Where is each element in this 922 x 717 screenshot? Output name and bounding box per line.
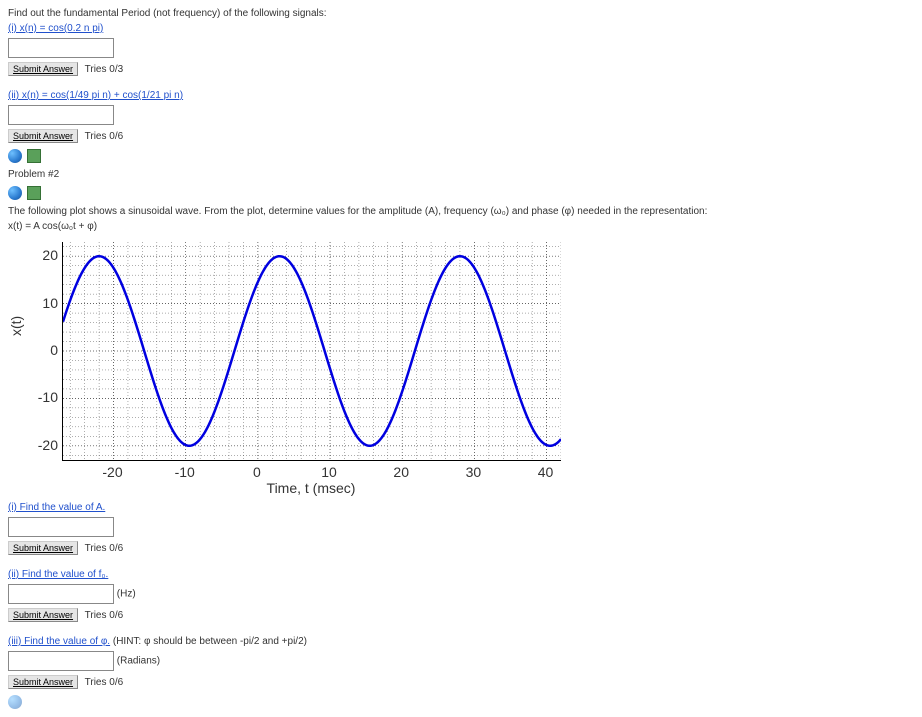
xtick-label: 10 (314, 464, 344, 480)
globe-icon[interactable] (8, 149, 22, 163)
q1-input[interactable] (8, 38, 114, 58)
qF-label[interactable]: (ii) Find the value of f₀. (8, 569, 108, 580)
plot-xlabel: Time, t (msec) (62, 480, 560, 496)
problem2-heading: Problem #2 (8, 169, 914, 180)
xtick-label: -20 (98, 464, 128, 480)
q1-submit-button[interactable]: Submit Answer (8, 62, 78, 76)
qPhi-submit-button[interactable]: Submit Answer (8, 675, 78, 689)
ytick-label: 20 (18, 247, 58, 263)
xtick-label: -10 (170, 464, 200, 480)
qPhi-hint: (HINT: φ should be between -pi/2 and +pi… (113, 636, 307, 647)
qA-submit-button[interactable]: Submit Answer (8, 541, 78, 555)
q2-tries: Tries 0/6 (85, 131, 124, 142)
ytick-label: -10 (18, 389, 58, 405)
xtick-label: 0 (242, 464, 272, 480)
globe-icon-2[interactable] (8, 186, 22, 200)
intro-text: Find out the fundamental Period (not fre… (8, 8, 914, 19)
globe-icon-3[interactable] (8, 695, 22, 709)
xtick-label: 40 (531, 464, 561, 480)
q1-tries: Tries 0/3 (85, 64, 124, 75)
q2-submit-button[interactable]: Submit Answer (8, 129, 78, 143)
qPhi-unit: (Radians) (117, 656, 160, 667)
problem2-eqn: x(t) = A cos(ω₀t + φ) (8, 221, 914, 232)
qF-input[interactable] (8, 584, 114, 604)
print-icon[interactable] (27, 149, 41, 163)
xtick-label: 20 (386, 464, 416, 480)
ytick-label: -20 (18, 437, 58, 453)
ytick-label: 10 (18, 295, 58, 311)
qA-tries: Tries 0/6 (85, 543, 124, 554)
q2-input[interactable] (8, 105, 114, 125)
q2-label[interactable]: (ii) x(n) = cos(1/49 pi n) + cos(1/21 pi… (8, 90, 183, 101)
q1-label[interactable]: (i) x(n) = cos(0.2 n pi) (8, 23, 103, 34)
qPhi-label[interactable]: (iii) Find the value of φ. (8, 636, 110, 647)
sinusoid-plot: x(t) -20 -10 0 10 20 -20 -10 0 10 20 30 40 Time, t… (8, 236, 568, 496)
problem2-text: The following plot shows a sinusoidal wa… (8, 206, 914, 217)
xtick-label: 30 (458, 464, 488, 480)
print-icon-2[interactable] (27, 186, 41, 200)
qF-unit: (Hz) (117, 589, 136, 600)
qF-submit-button[interactable]: Submit Answer (8, 608, 78, 622)
ytick-label: 0 (18, 342, 58, 358)
qA-input[interactable] (8, 517, 114, 537)
qA-label[interactable]: (i) Find the value of A. (8, 502, 105, 513)
plot-ylabel: x(t) (8, 316, 24, 336)
qPhi-tries: Tries 0/6 (85, 677, 124, 688)
qF-tries: Tries 0/6 (85, 610, 124, 621)
qPhi-input[interactable] (8, 651, 114, 671)
